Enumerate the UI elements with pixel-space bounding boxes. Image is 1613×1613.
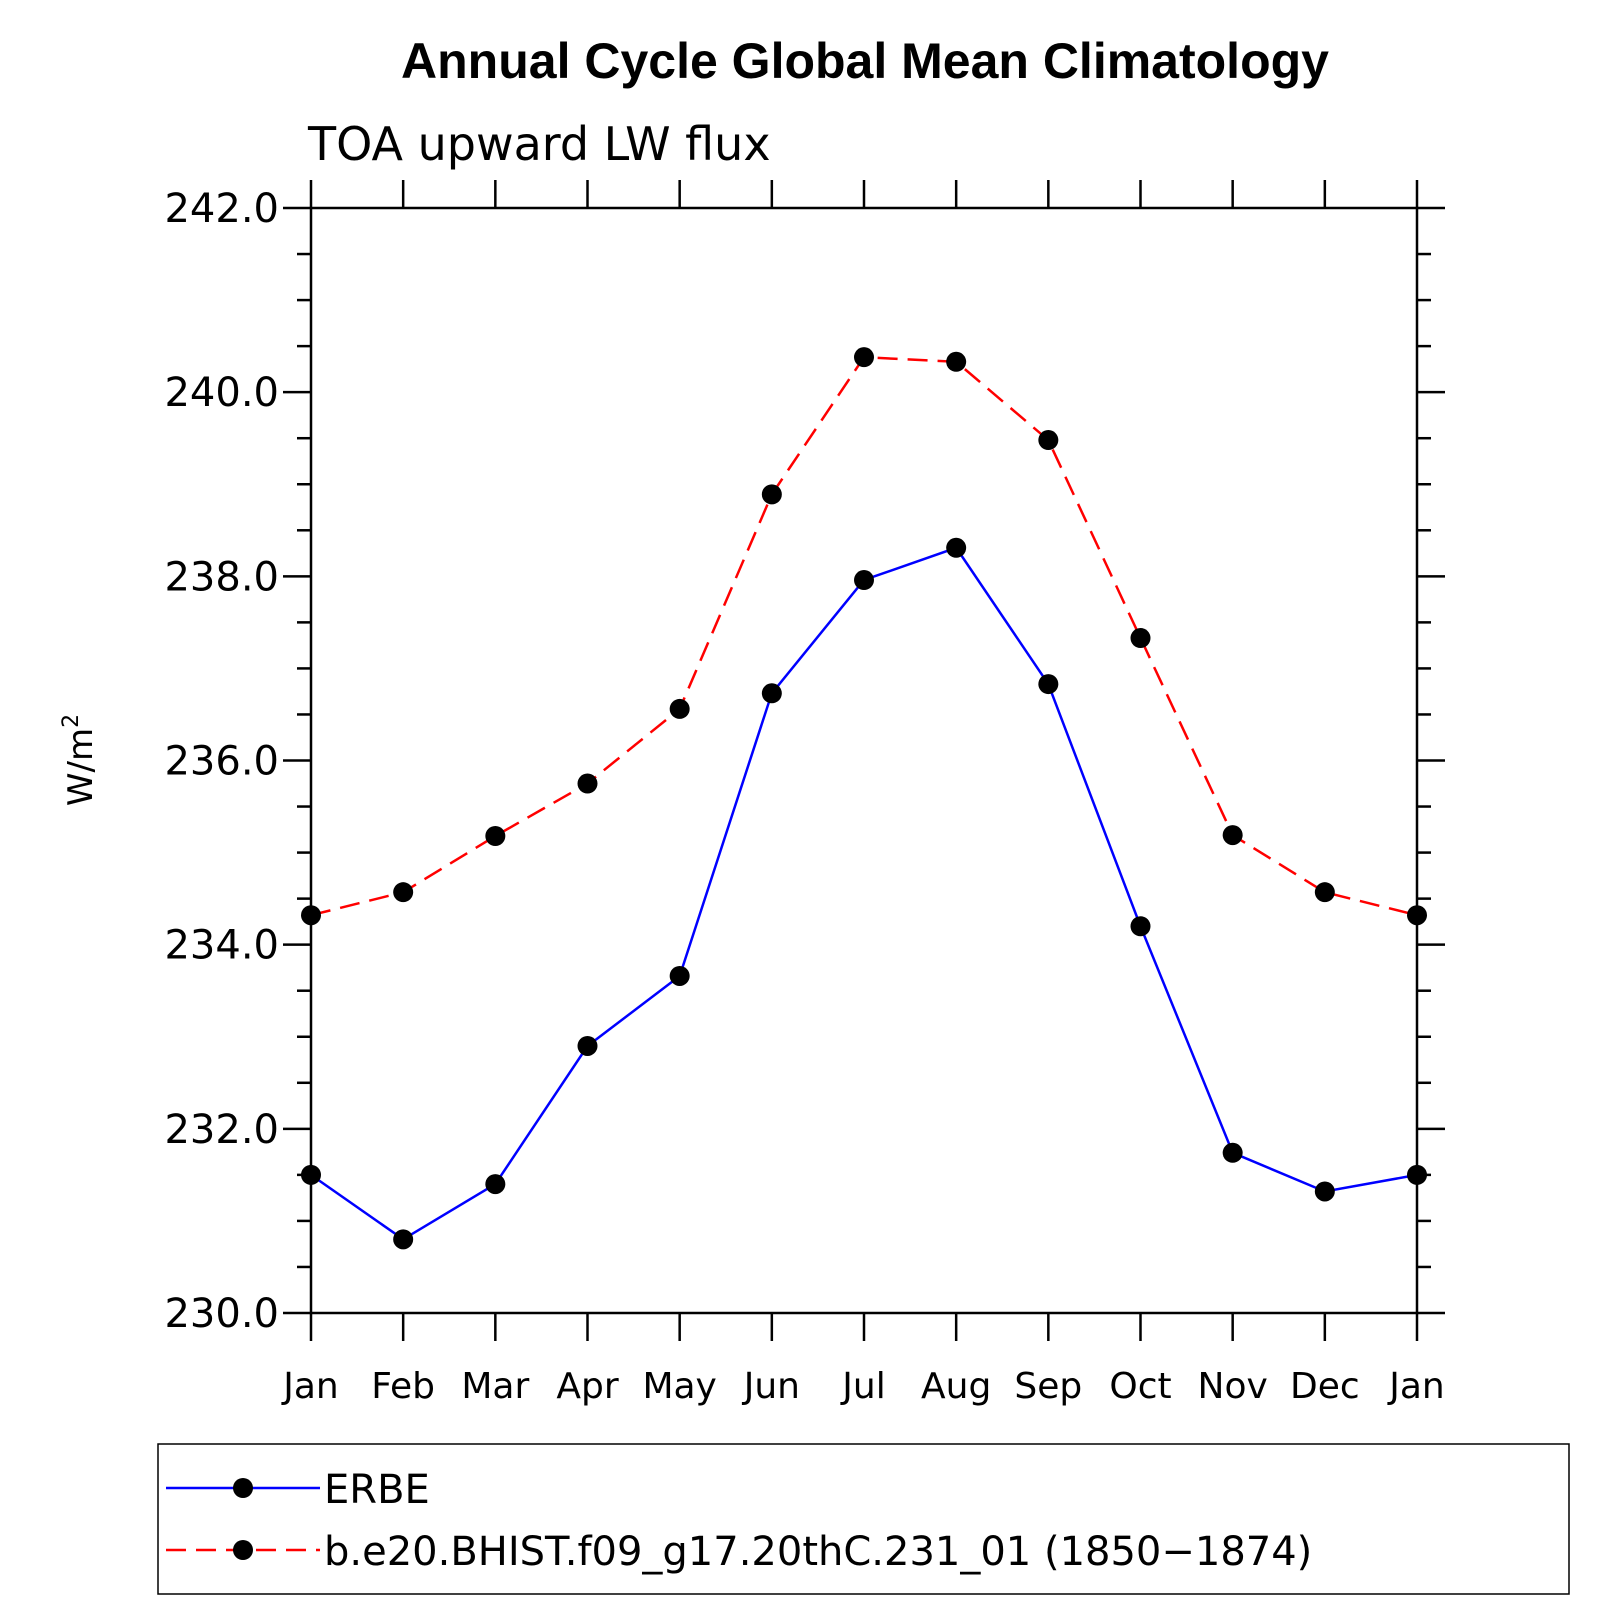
y-tick-label: 230.0 bbox=[164, 1291, 279, 1337]
y-tick-label: 242.0 bbox=[164, 186, 279, 232]
data-point bbox=[393, 1229, 414, 1250]
data-point bbox=[1314, 882, 1335, 903]
legend-label: b.e20.BHIST.f09_g17.20thC.231_01 (1850−1… bbox=[324, 1529, 1312, 1575]
data-point bbox=[854, 347, 874, 368]
y-tick-label: 236.0 bbox=[164, 739, 279, 785]
x-tick-label: Oct bbox=[1109, 1366, 1171, 1407]
data-point bbox=[393, 882, 414, 903]
data-point bbox=[301, 905, 321, 926]
legend-label: ERBE bbox=[324, 1467, 430, 1513]
data-point bbox=[1407, 1164, 1427, 1185]
data-point bbox=[1222, 1142, 1243, 1163]
data-point bbox=[946, 537, 967, 558]
y-axis-label-text: W/m bbox=[61, 728, 101, 806]
x-tick-label: Dec bbox=[1290, 1366, 1360, 1407]
data-point bbox=[669, 698, 690, 719]
chart-title: Annual Cycle Global Mean Climatology bbox=[401, 33, 1329, 89]
legend-box bbox=[157, 1443, 1570, 1595]
data-point bbox=[1038, 674, 1059, 695]
y-axis-label-superscript: 2 bbox=[59, 714, 84, 728]
data-point bbox=[301, 1164, 321, 1185]
data-point bbox=[1130, 628, 1151, 649]
data-point bbox=[577, 1035, 598, 1056]
plot-axes: 230.0 232.0 234.0 236.0 238.0 240.0 242.0 Jan Fe… bbox=[164, 180, 1445, 1407]
series-erbe bbox=[301, 537, 1427, 1250]
legend-entry: ERBE bbox=[166, 1467, 430, 1513]
legend: ERBE b.e20.BHIST.f09_g17.20thC.231_01 (18… bbox=[157, 1443, 1570, 1595]
x-tick-label: Feb bbox=[371, 1366, 435, 1407]
data-point bbox=[1314, 1181, 1335, 1202]
y-tick-label: 238.0 bbox=[164, 554, 279, 600]
data-point bbox=[946, 351, 967, 372]
legend-marker bbox=[233, 1478, 253, 1498]
x-tick-label: Jun bbox=[742, 1366, 800, 1407]
x-tick-label: Sep bbox=[1014, 1366, 1082, 1407]
x-tick-label: Nov bbox=[1198, 1366, 1268, 1407]
data-point bbox=[761, 683, 782, 704]
series-line bbox=[310, 546, 1418, 1241]
svg-text:W/m2: W/m2 bbox=[59, 714, 101, 806]
series-line bbox=[310, 355, 1418, 917]
x-tick-label: Aug bbox=[921, 1366, 991, 1407]
data-point bbox=[854, 570, 874, 591]
plot-frame bbox=[309, 206, 1419, 1315]
legend-marker bbox=[233, 1540, 253, 1560]
data-point bbox=[1038, 430, 1059, 451]
x-tick-label: May bbox=[642, 1366, 716, 1407]
data-point bbox=[577, 773, 598, 794]
data-point bbox=[1407, 905, 1427, 926]
x-tick-label: Jul bbox=[840, 1366, 885, 1407]
x-tick-label: Apr bbox=[556, 1366, 618, 1407]
y-tick-label: 234.0 bbox=[164, 923, 279, 969]
data-point bbox=[485, 1174, 506, 1195]
chart-subtitle: TOA upward LW flux bbox=[307, 117, 771, 171]
data-point bbox=[761, 484, 782, 505]
x-tick-label: Jan bbox=[1387, 1366, 1445, 1407]
x-tick-label: Jan bbox=[281, 1366, 339, 1407]
data-point bbox=[669, 965, 690, 986]
series-layer bbox=[301, 347, 1427, 1250]
y-axis-label: W/m2 bbox=[59, 714, 101, 806]
y-tick-label: 240.0 bbox=[164, 370, 279, 416]
data-point bbox=[485, 826, 506, 847]
y-tick-label: 232.0 bbox=[164, 1107, 279, 1153]
x-tick-label: Mar bbox=[461, 1366, 529, 1407]
data-point bbox=[1222, 825, 1243, 846]
legend-entry: b.e20.BHIST.f09_g17.20thC.231_01 (1850−1… bbox=[166, 1529, 1312, 1575]
data-point bbox=[1130, 916, 1151, 937]
series-model bbox=[301, 347, 1427, 926]
